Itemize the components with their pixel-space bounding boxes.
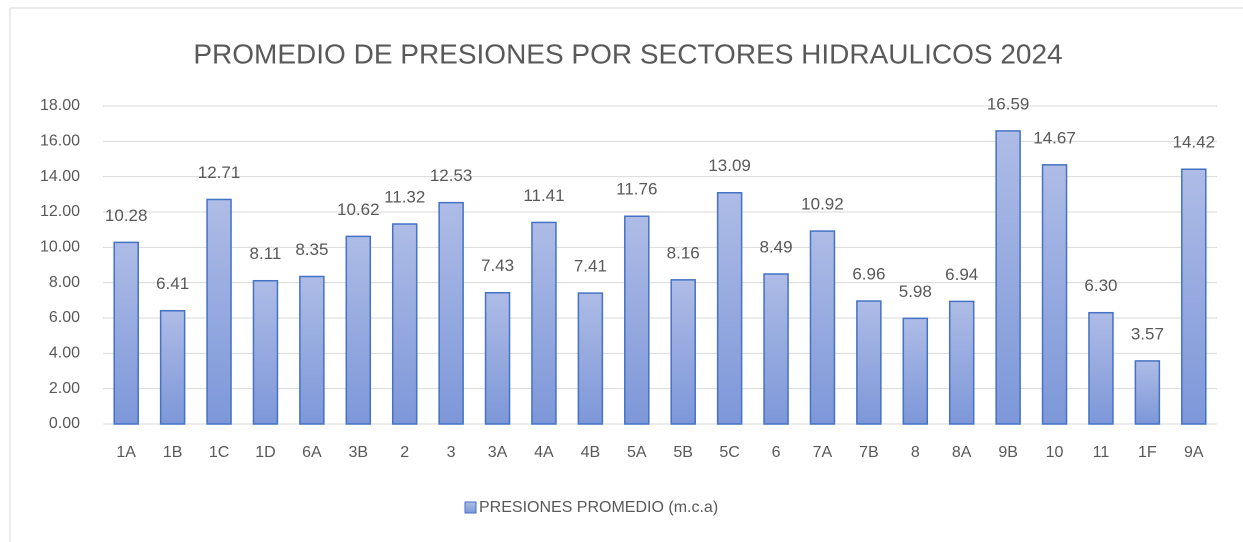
legend-swatch [464, 501, 477, 514]
data-label: 11.76 [616, 180, 657, 199]
x-tick-label: 6 [772, 444, 781, 461]
x-tick-label: 1C [209, 444, 229, 461]
data-label: 10.62 [337, 200, 380, 219]
data-label: 6.41 [156, 274, 189, 293]
data-label: 10.28 [105, 206, 148, 225]
bar [1088, 311, 1114, 425]
bar [299, 275, 325, 425]
bar [716, 191, 743, 425]
data-label: 6.96 [852, 265, 885, 284]
bar [948, 300, 975, 425]
x-tick-label: 6A [302, 444, 322, 461]
bar [438, 201, 464, 425]
bar [809, 230, 836, 425]
chart-border [9, 7, 1243, 542]
x-tick-label: 1D [255, 444, 275, 461]
x-tick-label: 8A [952, 444, 972, 461]
bar [113, 241, 139, 425]
bar [670, 279, 696, 425]
x-tick-label: 5A [627, 444, 647, 461]
data-label: 12.71 [198, 163, 241, 182]
y-tick-label: 12.00 [40, 203, 80, 220]
bar [531, 221, 557, 425]
data-label: 6.30 [1084, 276, 1117, 295]
legend-label: PRESIONES PROMEDIO (m.c.a) [479, 499, 718, 516]
data-label: 7.41 [574, 257, 607, 276]
x-tick-label: 1B [163, 444, 183, 461]
x-tick-label: 1A [116, 444, 136, 461]
y-tick-label: 8.00 [49, 274, 80, 291]
x-tick-label: 3A [488, 444, 508, 461]
data-label: 11.41 [523, 186, 564, 205]
bar [159, 310, 186, 425]
data-label: 8.16 [667, 243, 700, 262]
data-label: 3.57 [1131, 324, 1164, 343]
bar [624, 215, 650, 425]
y-tick-label: 4.00 [49, 345, 80, 362]
bar [484, 291, 511, 425]
data-label: 8.35 [295, 240, 328, 259]
bar [1134, 360, 1161, 425]
y-tick-label: 14.00 [40, 168, 80, 185]
data-label: 11.32 [384, 187, 425, 206]
bar [206, 198, 232, 425]
data-label: 6.94 [945, 265, 978, 284]
y-tick-label: 16.00 [40, 133, 80, 150]
data-label: 5.98 [899, 282, 932, 301]
bar [856, 300, 882, 425]
y-tick-label: 18.00 [40, 97, 80, 114]
data-label: 16.59 [987, 94, 1030, 113]
bar [577, 292, 604, 425]
bar [1041, 164, 1068, 425]
bar [252, 279, 279, 425]
x-tick-label: 8 [911, 444, 920, 461]
data-label: 8.49 [759, 237, 792, 256]
x-tick-label: 1F [1138, 444, 1157, 461]
data-label: 12.53 [430, 166, 473, 185]
y-tick-label: 10.00 [40, 239, 80, 256]
y-tick-label: 6.00 [49, 309, 80, 326]
y-tick-label: 0.00 [49, 415, 80, 432]
bar [391, 223, 418, 425]
data-label: 10.92 [801, 195, 844, 214]
x-tick-label: 5B [673, 444, 693, 461]
bar [1181, 168, 1207, 425]
x-tick-label: 4B [581, 444, 601, 461]
x-tick-label: 10 [1046, 444, 1064, 461]
x-tick-label: 9A [1184, 444, 1204, 461]
x-tick-label: 4A [534, 444, 554, 461]
bar [763, 273, 789, 425]
data-label: 14.42 [1173, 133, 1216, 152]
data-label: 14.67 [1033, 128, 1076, 147]
x-tick-label: 7A [813, 444, 833, 461]
data-label: 7.43 [481, 256, 514, 275]
x-tick-label: 7B [859, 444, 879, 461]
data-label: 8.11 [250, 244, 282, 263]
data-label: 13.09 [708, 156, 751, 175]
bar [345, 235, 372, 425]
x-tick-label: 5C [719, 444, 739, 461]
bar [902, 317, 929, 425]
x-tick-label: 2 [400, 444, 409, 461]
chart-title: PROMEDIO DE PRESIONES POR SECTORES HIDRA… [193, 38, 1062, 69]
x-tick-label: 3 [447, 444, 456, 461]
x-tick-label: 11 [1093, 444, 1110, 461]
y-tick-label: 2.00 [49, 380, 80, 397]
bar [995, 130, 1021, 425]
x-tick-label: 9B [998, 444, 1018, 461]
x-tick-label: 3B [349, 444, 369, 461]
